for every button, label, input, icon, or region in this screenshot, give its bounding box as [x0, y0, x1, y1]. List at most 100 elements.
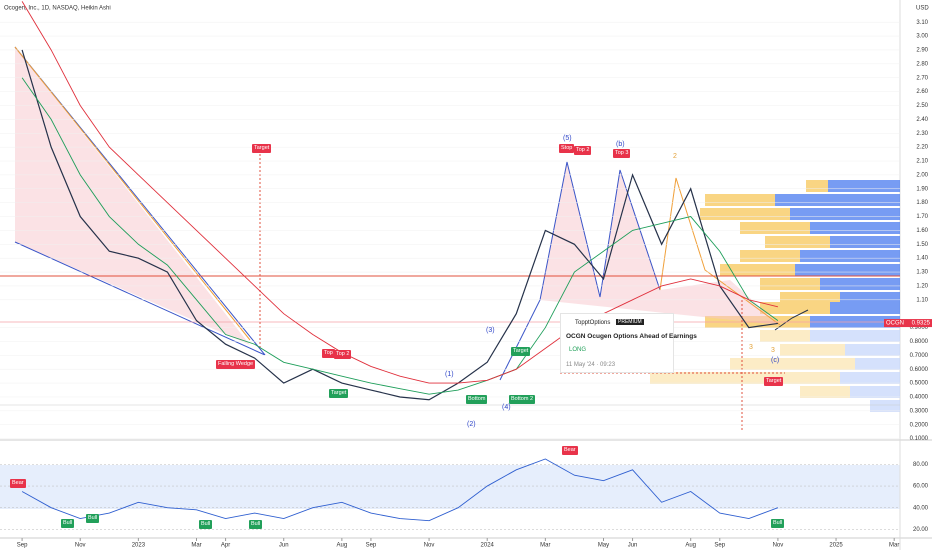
y-tick-label: 2.50	[916, 103, 928, 109]
wave-label: (1)	[445, 371, 454, 378]
y-tick-label: 3.10	[916, 20, 928, 26]
price-line	[21, 49, 778, 401]
y-tick-label: 0.3000	[910, 408, 929, 414]
annotation: Target	[764, 377, 784, 386]
y-tick-label: 1.20	[916, 284, 928, 290]
annotation: Bottom 2	[509, 395, 536, 404]
annotation: Top 3	[613, 149, 631, 158]
idea-card[interactable]: TopptOptions PREMIUM OCGN Ocugen Options…	[560, 313, 697, 373]
volume-profile	[650, 180, 900, 412]
annotation: Bull	[249, 520, 263, 529]
idea-title: OCGN Ocugen Options Ahead of Earnings	[566, 333, 697, 340]
x-tick-label: Mar	[540, 543, 550, 549]
idea-date: 11 May '24 · 09:23	[566, 362, 616, 368]
price-line	[21, 1, 779, 384]
drawings	[0, 46, 900, 430]
y-tick-label: 1.10	[916, 297, 928, 303]
wave-label: (3)	[486, 327, 495, 334]
x-tick-label: Nov	[773, 543, 784, 549]
x-tick-label: May	[598, 543, 609, 549]
x-tick-label: Mar	[191, 543, 201, 549]
annotation: Target	[511, 347, 531, 356]
wave-label: (4)	[502, 404, 511, 411]
annotation: Target	[252, 144, 272, 153]
x-tick-label: Mar	[889, 543, 899, 549]
x-tick-label: Apr	[221, 543, 230, 549]
annotation: Top	[322, 349, 335, 358]
y-tick-label: 1.80	[916, 200, 928, 206]
x-tick-label: 2024	[481, 543, 495, 549]
y-tick-label: 1.60	[916, 228, 928, 234]
y-tick-label: 2.30	[916, 131, 928, 137]
rsi-tick-label: 80.00	[913, 462, 929, 468]
y-tick-label: 0.7000	[910, 353, 929, 359]
chart-title: Ocogen, Inc., 1D, NASDAQ, Heikin Ashi	[4, 6, 111, 12]
rsi-band	[0, 465, 900, 509]
x-tick-label: Sep	[17, 543, 28, 549]
x-tick-label: Jun	[628, 543, 638, 549]
x-tick-label: Aug	[685, 543, 696, 549]
wave-label: 3	[749, 344, 753, 351]
rsi-area	[21, 458, 779, 522]
y-tick-label: 1.40	[916, 256, 928, 262]
y-tick-label: 1.70	[916, 214, 928, 220]
y-tick-label: 2.40	[916, 117, 928, 123]
annotation: Top 2	[574, 146, 592, 155]
plot-area	[21, 1, 779, 401]
annotation: Bull	[61, 519, 75, 528]
annotation: Target	[329, 389, 349, 398]
y-tick-label: 0.5000	[910, 381, 929, 387]
rsi-tick-label: 40.00	[913, 505, 929, 511]
x-tick-label: 2025	[829, 543, 843, 549]
annotation: Bull	[199, 520, 213, 529]
y-tick-label: 2.90	[916, 48, 928, 54]
x-tick-label: Sep	[366, 543, 377, 549]
x-tick-label: Nov	[75, 543, 86, 549]
rsi-tick-label: 20.00	[913, 527, 929, 533]
wave-label: 3	[771, 347, 775, 354]
rsi-tick-label: 60.00	[913, 484, 929, 490]
wave-label: (5)	[563, 135, 572, 142]
x-tick-label: Sep	[714, 543, 725, 549]
y-tick-label: 2.60	[916, 89, 928, 95]
idea-author: TopptOptions	[575, 320, 611, 326]
y-tick-label: 2.20	[916, 145, 928, 151]
y-tick-label: 2.80	[916, 61, 928, 67]
rsi-line	[21, 458, 779, 522]
annotation: Bottom	[466, 395, 488, 404]
wave-label: (2)	[467, 421, 476, 428]
wave-label: 2	[673, 153, 677, 160]
y-tick-label: 0.4000	[910, 395, 929, 401]
annotation: Bear	[562, 446, 578, 455]
y-tick-label: 1.30	[916, 270, 928, 276]
y-tick-label: 2.00	[916, 172, 928, 178]
wave-label: (c)	[771, 357, 780, 364]
y-tick-label: 1.50	[916, 242, 928, 248]
idea-direction: LONG	[569, 347, 587, 353]
y-tick-label: 0.1000	[910, 436, 929, 442]
y-tick-label: 2.70	[916, 75, 928, 81]
y-tick-label: 1.90	[916, 186, 928, 192]
annotation: Bull	[771, 519, 785, 528]
x-tick-label: Jun	[279, 543, 289, 549]
price-line	[21, 77, 779, 395]
currency: USD	[916, 6, 929, 12]
annotation: Bull	[86, 514, 100, 523]
y-tick-label: 0.6000	[910, 367, 929, 373]
annotation: Bear	[10, 479, 26, 488]
last-price-marker	[884, 319, 932, 328]
y-tick-label: 3.00	[916, 34, 928, 40]
symbol-label: OCGN	[886, 321, 904, 327]
y-tick-label: 0.9000	[910, 325, 929, 331]
idea-badge: PREMIUM	[616, 319, 644, 325]
y-tick-label: 0.8000	[910, 339, 929, 345]
wave-label: (b)	[616, 141, 625, 148]
annotation: Stop	[559, 144, 575, 153]
x-tick-label: Aug	[337, 543, 348, 549]
y-tick-label: 0.2000	[910, 422, 929, 428]
x-tick-label: Nov	[424, 543, 435, 549]
last-price-label: 0.9325	[912, 321, 931, 327]
y-tick-label: 2.10	[916, 159, 928, 165]
